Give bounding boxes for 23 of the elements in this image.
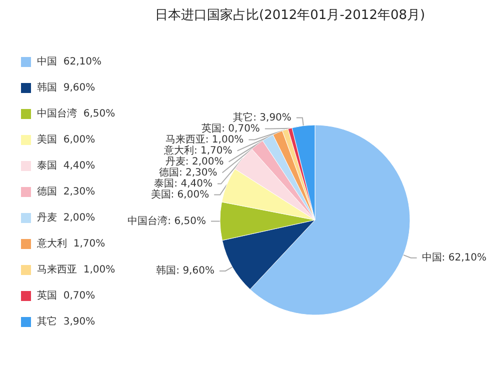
chart-title: 日本进口国家占比(2012年01月-2012年08月): [155, 7, 426, 23]
slice-label: 韩国: 9,60%: [156, 264, 214, 276]
legend-label: 丹麦 2,00%: [37, 212, 96, 224]
slice-label: 马来西亚: 1,00%: [165, 133, 244, 146]
slice-label: 丹麦: 2,00%: [165, 155, 224, 168]
legend-label: 德国 2,30%: [37, 186, 96, 198]
slice-label: 中国: 62,10%: [422, 251, 486, 264]
slice-label: 泰国: 4,40%: [154, 178, 212, 190]
legend-label: 中国 62,10%: [37, 56, 102, 68]
legend-label: 英国 0,70%: [37, 290, 96, 302]
legend-label: 美国 6,00%: [37, 134, 96, 146]
slice-label: 德国: 2,30%: [158, 167, 218, 178]
legend-label: 其它 3,90%: [37, 316, 96, 328]
slice-label: 中国台湾: 6,50%: [128, 214, 206, 227]
slice-label: 美国: 6,00%: [150, 188, 210, 200]
slice-label: 意大利: 1,70%: [162, 144, 232, 156]
legend-label: 泰国 4,40%: [37, 160, 96, 172]
legend-label: 马来西亚 1,00%: [37, 264, 116, 276]
slice-label: 其它: 3,90%: [233, 111, 292, 124]
legend-label: 意大利 1,70%: [36, 238, 106, 250]
legend-label: 韩国 9,60%: [37, 82, 96, 94]
slice-label: 英国: 0,70%: [202, 122, 260, 134]
legend-label: 中国台湾 6,50%: [37, 108, 116, 120]
